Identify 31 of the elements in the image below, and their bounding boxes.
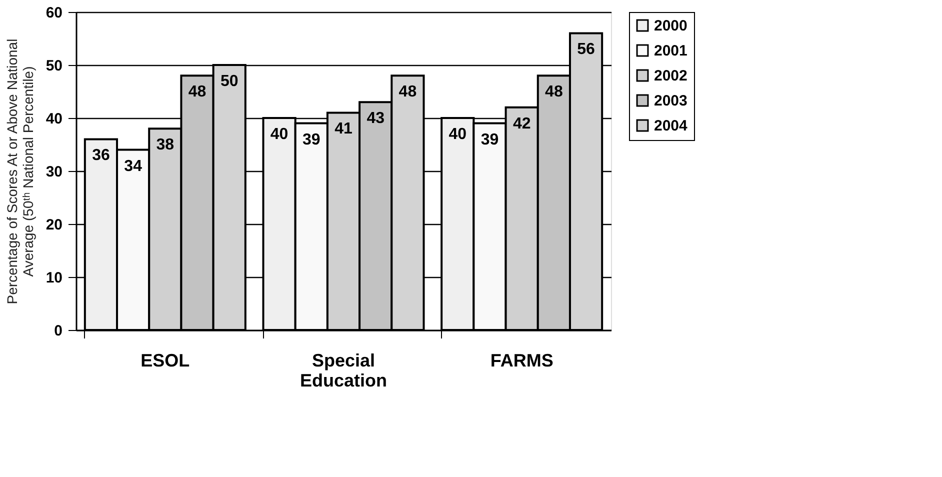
data-label: 42 [512, 115, 531, 132]
y-tick-label: 20 [46, 216, 62, 234]
y-tick-label: 40 [46, 110, 62, 128]
x-tick-label: Special Education [300, 350, 388, 390]
legend-label: 2003 [654, 92, 688, 110]
legend-label: 2004 [654, 118, 688, 134]
data-label: 39 [302, 131, 320, 148]
data-label: 48 [545, 84, 563, 101]
y-tick-label: 50 [46, 58, 62, 74]
data-label: 48 [188, 84, 206, 101]
data-label: 48 [398, 84, 417, 101]
data-label: 50 [220, 73, 238, 90]
data-label: 56 [577, 41, 596, 58]
data-label: 43 [366, 110, 385, 128]
data-label: 40 [270, 126, 288, 143]
y-tick-label: 30 [46, 164, 62, 180]
data-label: 40 [448, 126, 467, 143]
data-label: 38 [156, 136, 174, 154]
y-axis-title: Percentage of Scores At or Above National Average (50ᵗʰ National Percentile) [4, 38, 36, 304]
legend-label: 2002 [654, 68, 688, 84]
y-tick-label: 10 [46, 270, 62, 286]
legend-label: 2000 [654, 18, 688, 34]
data-label: 36 [92, 147, 110, 164]
y-tick-label: 0 [54, 322, 62, 340]
data-label: 39 [480, 131, 499, 148]
data-label: 34 [124, 158, 142, 175]
x-tick-label: FARMS [490, 350, 554, 370]
legend-label: 2001 [654, 42, 688, 60]
x-tick-label: ESOL [140, 350, 190, 370]
data-label: 41 [334, 120, 352, 138]
y-tick-label: 60 [46, 4, 62, 22]
